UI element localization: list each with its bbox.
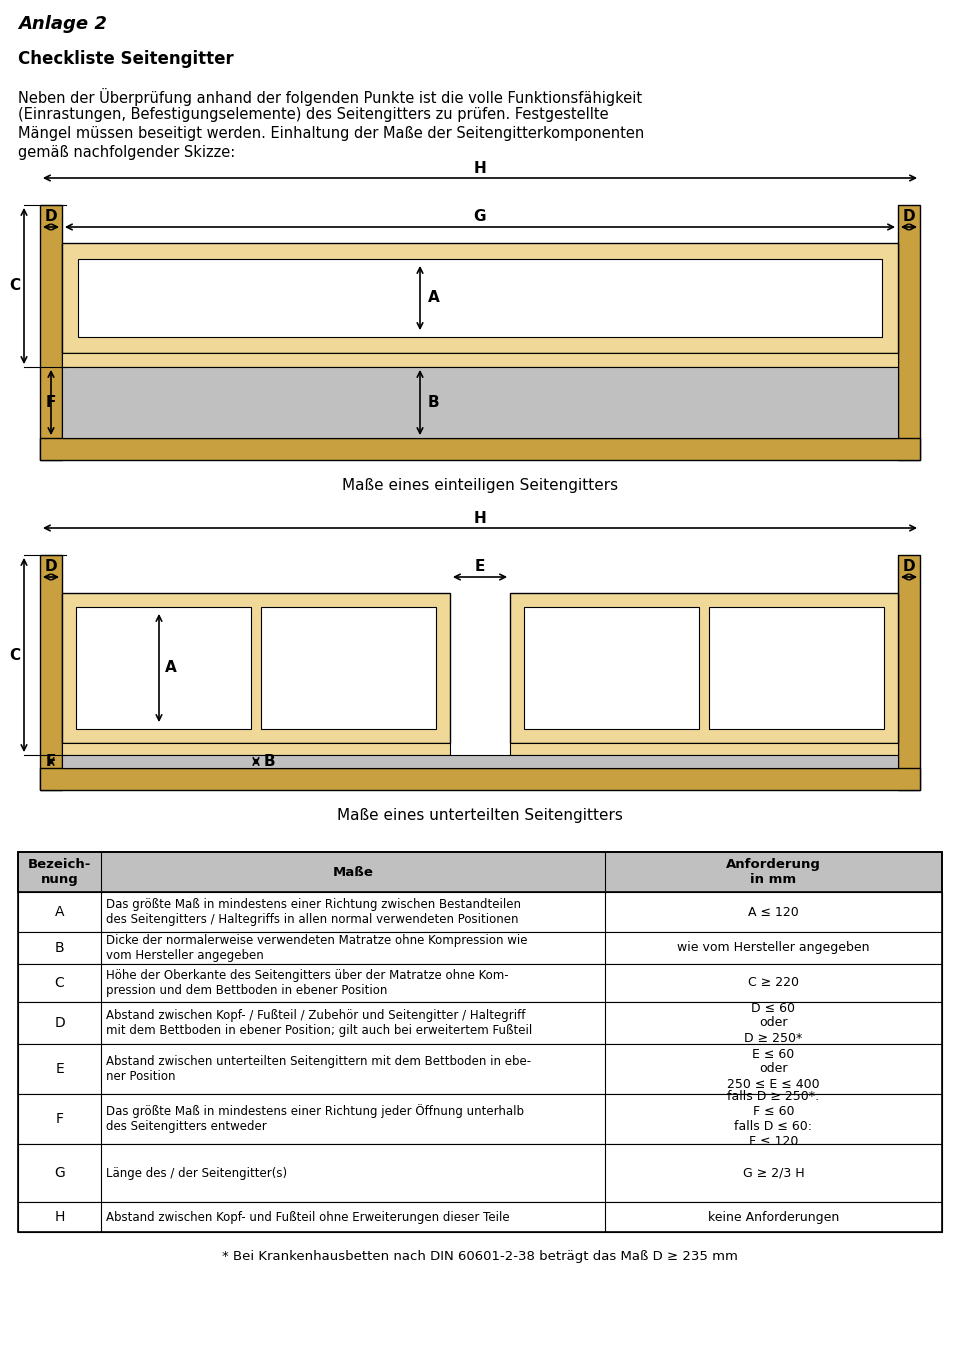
Text: B: B: [428, 396, 440, 410]
Bar: [62, 743, 450, 755]
Text: A ≤ 120: A ≤ 120: [748, 906, 799, 918]
Bar: [62, 593, 450, 742]
Text: Checkliste Seitengitter: Checkliste Seitengitter: [18, 50, 233, 68]
Text: D ≤ 60
oder
D ≥ 250*: D ≤ 60 oder D ≥ 250*: [744, 1002, 803, 1045]
Text: Maße: Maße: [332, 865, 373, 879]
Text: C: C: [9, 278, 20, 293]
Text: F: F: [56, 1112, 63, 1126]
Bar: [18, 852, 942, 892]
Text: E: E: [475, 559, 485, 574]
Bar: [40, 205, 62, 460]
Text: B: B: [55, 941, 64, 954]
Text: D: D: [45, 209, 58, 224]
Text: F: F: [46, 755, 57, 770]
Bar: [261, 608, 436, 729]
Text: * Bei Krankenhausbetten nach DIN 60601-2-38 beträgt das Maß D ≥ 235 mm: * Bei Krankenhausbetten nach DIN 60601-2…: [222, 1250, 738, 1264]
Text: (Einrastungen, Befestigungselemente) des Seitengitters zu prüfen. Festgestellte: (Einrastungen, Befestigungselemente) des…: [18, 107, 609, 122]
Text: Mängel müssen beseitigt werden. Einhaltung der Maße der Seitengitterkomponenten: Mängel müssen beseitigt werden. Einhaltu…: [18, 126, 644, 140]
Text: Abstand zwischen Kopf- und Fußteil ohne Erweiterungen dieser Teile: Abstand zwischen Kopf- und Fußteil ohne …: [107, 1211, 510, 1223]
Bar: [62, 243, 898, 352]
Bar: [62, 367, 898, 437]
Bar: [76, 608, 251, 729]
Text: G: G: [473, 209, 487, 224]
Bar: [40, 768, 920, 790]
Bar: [709, 608, 884, 729]
Text: Maße eines unterteilten Seitengitters: Maße eines unterteilten Seitengitters: [337, 809, 623, 824]
Text: Länge des / der Seitengitter(s): Länge des / der Seitengitter(s): [107, 1166, 287, 1180]
Text: Anforderung
in mm: Anforderung in mm: [726, 859, 821, 886]
Text: keine Anforderungen: keine Anforderungen: [708, 1211, 839, 1223]
Bar: [78, 259, 882, 338]
Text: Das größte Maß in mindestens einer Richtung jeder Öffnung unterhalb
des Seitengi: Das größte Maß in mindestens einer Richt…: [107, 1104, 524, 1134]
Bar: [898, 205, 920, 460]
Text: H: H: [473, 161, 487, 176]
Bar: [40, 437, 920, 460]
Text: Maße eines einteiligen Seitengitters: Maße eines einteiligen Seitengitters: [342, 478, 618, 493]
Bar: [18, 1202, 942, 1233]
Text: Das größte Maß in mindestens einer Richtung zwischen Bestandteilen
des Seitengit: Das größte Maß in mindestens einer Richt…: [107, 898, 521, 926]
Text: gemäß nachfolgender Skizze:: gemäß nachfolgender Skizze:: [18, 144, 235, 161]
Bar: [18, 1044, 942, 1094]
Text: G: G: [54, 1166, 65, 1180]
Text: Neben der Überprüfung anhand der folgenden Punkte ist die volle Funktionsfähigke: Neben der Überprüfung anhand der folgend…: [18, 88, 642, 107]
Bar: [40, 555, 62, 790]
Bar: [18, 1094, 942, 1143]
Bar: [524, 608, 699, 729]
Text: Höhe der Oberkante des Seitengitters über der Matratze ohne Kom-
pression und de: Höhe der Oberkante des Seitengitters übe…: [107, 969, 509, 998]
Bar: [62, 755, 898, 768]
Text: D: D: [902, 559, 915, 574]
Bar: [898, 555, 920, 790]
Text: G ≥ 2/3 H: G ≥ 2/3 H: [742, 1166, 804, 1180]
Text: D: D: [902, 209, 915, 224]
Bar: [18, 852, 942, 1233]
Bar: [62, 352, 898, 367]
Text: Bezeich-
nung: Bezeich- nung: [28, 859, 91, 886]
Text: A: A: [165, 660, 177, 675]
Text: E ≤ 60
oder
250 ≤ E ≤ 400: E ≤ 60 oder 250 ≤ E ≤ 400: [727, 1048, 820, 1091]
Text: E: E: [56, 1062, 64, 1076]
Text: C: C: [9, 648, 20, 663]
Text: falls D ≥ 250*:
F ≤ 60
falls D ≤ 60:
F ≤ 120: falls D ≥ 250*: F ≤ 60 falls D ≤ 60: F ≤…: [728, 1089, 820, 1148]
Text: D: D: [54, 1017, 65, 1030]
Text: D: D: [45, 559, 58, 574]
Bar: [510, 743, 898, 755]
Text: A: A: [55, 904, 64, 919]
Text: Abstand zwischen unterteilten Seitengittern mit dem Bettboden in ebe-
ner Positi: Abstand zwischen unterteilten Seitengitt…: [107, 1054, 531, 1083]
Bar: [18, 1143, 942, 1202]
Text: B: B: [264, 755, 276, 770]
Bar: [18, 931, 942, 964]
Text: A: A: [428, 290, 440, 305]
Text: C ≥ 220: C ≥ 220: [748, 976, 799, 990]
Text: H: H: [473, 512, 487, 526]
Bar: [18, 892, 942, 931]
Bar: [510, 593, 898, 742]
Text: wie vom Hersteller angegeben: wie vom Hersteller angegeben: [677, 941, 870, 954]
Text: Anlage 2: Anlage 2: [18, 15, 107, 32]
Text: F: F: [46, 396, 57, 410]
Bar: [18, 964, 942, 1002]
Text: C: C: [55, 976, 64, 990]
Bar: [18, 1002, 942, 1044]
Text: Dicke der normalerweise verwendeten Matratze ohne Kompression wie
vom Hersteller: Dicke der normalerweise verwendeten Matr…: [107, 934, 528, 963]
Text: Abstand zwischen Kopf- / Fußteil / Zubehör und Seitengitter / Haltegriff
mit dem: Abstand zwischen Kopf- / Fußteil / Zubeh…: [107, 1008, 533, 1037]
Text: H: H: [55, 1210, 64, 1224]
